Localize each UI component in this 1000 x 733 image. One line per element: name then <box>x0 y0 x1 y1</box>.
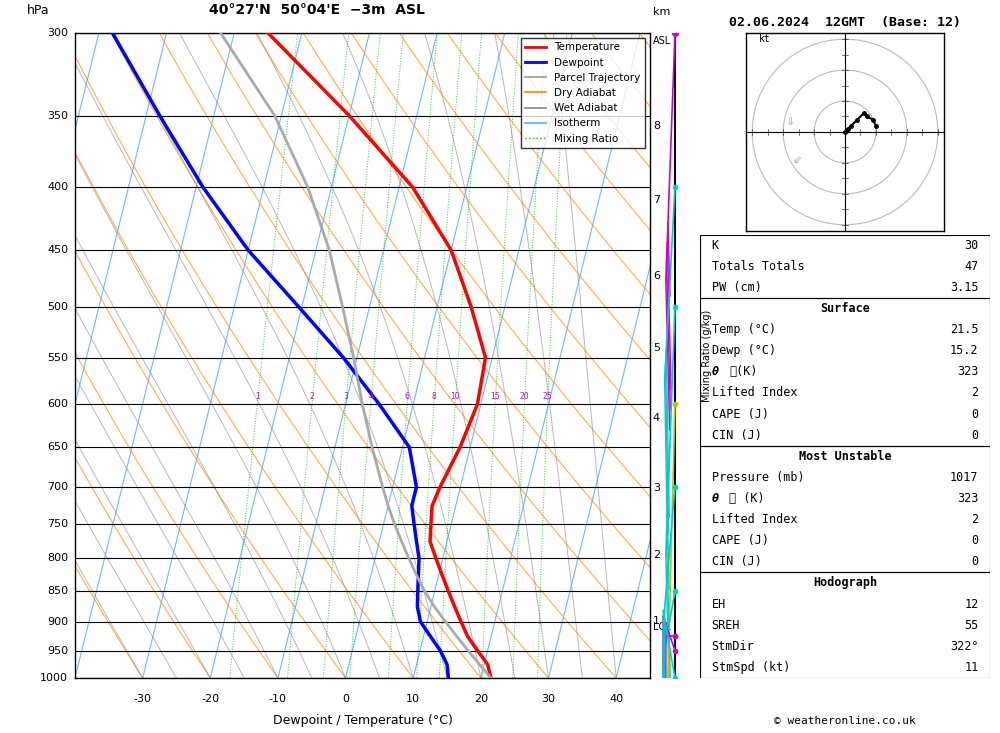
Text: 8: 8 <box>432 392 436 401</box>
Text: 550: 550 <box>47 353 68 363</box>
Text: 40: 40 <box>609 694 623 704</box>
Text: 500: 500 <box>47 302 68 312</box>
Text: StmDir: StmDir <box>712 640 754 653</box>
Bar <box>700 572 990 678</box>
Text: Mixing Ratio (g/kg): Mixing Ratio (g/kg) <box>702 309 712 402</box>
Text: 900: 900 <box>47 616 68 627</box>
Text: Most Unstable: Most Unstable <box>799 450 891 463</box>
Text: θ: θ <box>712 492 719 505</box>
Text: 650: 650 <box>47 442 68 452</box>
Text: Hodograph: Hodograph <box>813 576 877 589</box>
Text: 1017: 1017 <box>950 471 978 484</box>
Text: -10: -10 <box>269 694 287 704</box>
Text: 30: 30 <box>542 694 556 704</box>
Bar <box>700 446 990 572</box>
Text: LCL: LCL <box>653 622 671 633</box>
Text: K: K <box>712 239 719 251</box>
Text: 300: 300 <box>47 28 68 38</box>
Text: 350: 350 <box>47 111 68 120</box>
Text: CAPE (J): CAPE (J) <box>712 408 769 421</box>
Text: ᴇ(K): ᴇ(K) <box>729 365 758 378</box>
Text: ASL: ASL <box>653 36 671 46</box>
Text: 20: 20 <box>474 694 488 704</box>
Text: 2: 2 <box>971 386 978 399</box>
Text: ⇙: ⇙ <box>792 155 801 165</box>
Text: EH: EH <box>712 597 726 611</box>
Text: 2: 2 <box>971 513 978 526</box>
Text: CIN (J): CIN (J) <box>712 556 761 568</box>
Text: 0: 0 <box>971 556 978 568</box>
Text: 600: 600 <box>47 399 68 409</box>
Text: 47: 47 <box>964 259 978 273</box>
Text: 3.15: 3.15 <box>950 281 978 294</box>
Text: © weatheronline.co.uk: © weatheronline.co.uk <box>774 715 916 726</box>
Text: CAPE (J): CAPE (J) <box>712 534 769 548</box>
Text: -20: -20 <box>201 694 219 704</box>
Text: 323: 323 <box>957 492 978 505</box>
Text: SREH: SREH <box>712 619 740 632</box>
Text: 2: 2 <box>310 392 314 401</box>
Text: Pressure (mb): Pressure (mb) <box>712 471 804 484</box>
Bar <box>700 235 990 298</box>
Text: 8: 8 <box>653 121 660 131</box>
Text: Dewp (°C): Dewp (°C) <box>712 345 776 357</box>
Text: 400: 400 <box>47 182 68 192</box>
Text: 55: 55 <box>964 619 978 632</box>
Text: 02.06.2024  12GMT  (Base: 12): 02.06.2024 12GMT (Base: 12) <box>729 16 961 29</box>
Text: Dewpoint / Temperature (°C): Dewpoint / Temperature (°C) <box>273 713 452 726</box>
Text: 4: 4 <box>653 413 660 424</box>
Text: 950: 950 <box>47 646 68 655</box>
Text: StmSpd (kt): StmSpd (kt) <box>712 661 790 674</box>
Bar <box>700 298 990 446</box>
Legend: Temperature, Dewpoint, Parcel Trajectory, Dry Adiabat, Wet Adiabat, Isotherm, Mi: Temperature, Dewpoint, Parcel Trajectory… <box>521 38 645 148</box>
Text: 11: 11 <box>964 661 978 674</box>
Text: 0: 0 <box>971 534 978 548</box>
Text: CIN (J): CIN (J) <box>712 429 761 442</box>
Text: 2: 2 <box>653 550 660 560</box>
Text: km: km <box>653 7 670 17</box>
Text: 15: 15 <box>490 392 500 401</box>
Text: -30: -30 <box>134 694 152 704</box>
Text: 450: 450 <box>47 246 68 255</box>
Text: Temp (°C): Temp (°C) <box>712 323 776 336</box>
Text: kt: kt <box>758 34 770 44</box>
Text: 25: 25 <box>543 392 552 401</box>
Text: PW (cm): PW (cm) <box>712 281 761 294</box>
Text: 10: 10 <box>406 694 420 704</box>
Text: 10: 10 <box>450 392 460 401</box>
Text: 700: 700 <box>47 482 68 492</box>
Text: θ: θ <box>712 365 719 378</box>
Text: Totals Totals: Totals Totals <box>712 259 804 273</box>
Text: 3: 3 <box>343 392 348 401</box>
Text: 750: 750 <box>47 519 68 529</box>
Text: 0: 0 <box>342 694 349 704</box>
Text: 40°27'N  50°04'E  −3m  ASL: 40°27'N 50°04'E −3m ASL <box>209 3 424 17</box>
Text: 20: 20 <box>520 392 529 401</box>
Text: ᴇ (K): ᴇ (K) <box>729 492 765 505</box>
Text: Lifted Index: Lifted Index <box>712 386 797 399</box>
Text: 7: 7 <box>653 195 660 205</box>
Text: 850: 850 <box>47 586 68 596</box>
Text: 3: 3 <box>653 483 660 493</box>
Text: ⇓: ⇓ <box>785 117 795 128</box>
Text: 6: 6 <box>405 392 410 401</box>
Text: 5: 5 <box>653 343 660 353</box>
Text: 4: 4 <box>368 392 373 401</box>
Text: 322°: 322° <box>950 640 978 653</box>
Text: 1000: 1000 <box>40 673 68 683</box>
Text: 323: 323 <box>957 365 978 378</box>
Text: Surface: Surface <box>820 302 870 315</box>
Text: 800: 800 <box>47 553 68 564</box>
Text: 0: 0 <box>971 429 978 442</box>
Text: Lifted Index: Lifted Index <box>712 513 797 526</box>
Text: 21.5: 21.5 <box>950 323 978 336</box>
Text: 30: 30 <box>964 239 978 251</box>
Text: 15.2: 15.2 <box>950 345 978 357</box>
Text: 1: 1 <box>653 616 660 626</box>
Text: 12: 12 <box>964 597 978 611</box>
Text: hPa: hPa <box>27 4 49 17</box>
Text: 1: 1 <box>255 392 260 401</box>
Text: 6: 6 <box>653 270 660 281</box>
Text: 0: 0 <box>971 408 978 421</box>
